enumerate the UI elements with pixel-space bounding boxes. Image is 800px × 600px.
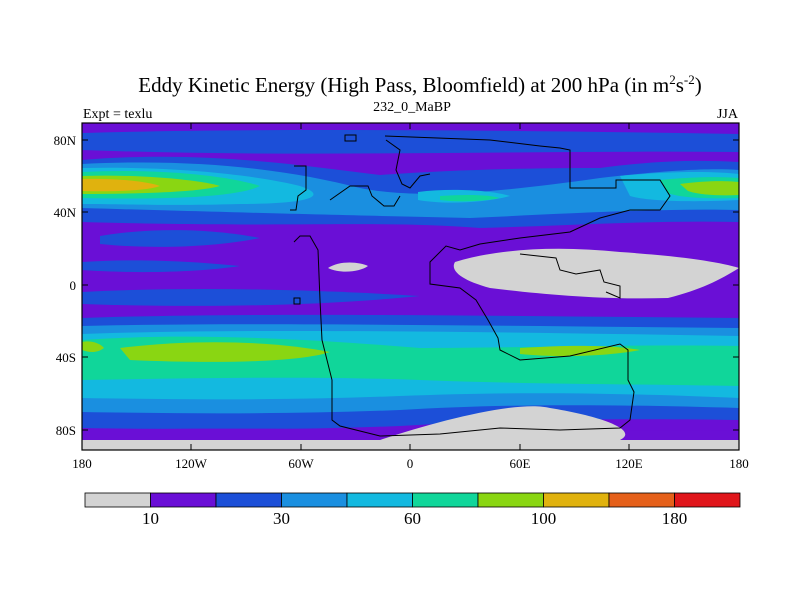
colorbar-label: 180 <box>662 509 688 528</box>
colorbar-label: 30 <box>273 509 290 528</box>
case-label: 232_0_MaBP <box>373 100 451 115</box>
colorbar-swatch <box>84 492 151 508</box>
lon-tick-label: 120W <box>175 456 208 471</box>
colorbar-swatch <box>346 492 413 508</box>
figure-title: Eddy Kinetic Energy (High Pass, Bloomfie… <box>138 72 702 97</box>
colorbar-swatch <box>215 492 282 508</box>
lat-tick-label: 40S <box>56 350 76 365</box>
colorbar-swatch <box>281 492 348 508</box>
experiment-label: Expt = texlu <box>83 107 152 122</box>
axis-ticks <box>81 123 740 450</box>
colorbar-label: 10 <box>142 509 159 528</box>
lat-tick-labels: 80N 40N 0 40S 80S <box>54 133 77 438</box>
colorbar-swatch <box>477 492 544 508</box>
eke-field <box>82 123 739 450</box>
colorbar-label: 60 <box>404 509 421 528</box>
colorbar-swatch <box>674 492 741 508</box>
colorbar-label: 100 <box>531 509 557 528</box>
colorbar: 10 30 60 100 180 <box>84 492 741 528</box>
coastline-outline <box>290 134 671 437</box>
lon-tick-label: 180 <box>72 456 92 471</box>
colorbar-swatch <box>543 492 610 508</box>
season-label: JJA <box>717 107 739 122</box>
colorbar-swatch <box>608 492 675 508</box>
colorbar-swatch <box>412 492 479 508</box>
lon-tick-label: 60W <box>288 456 314 471</box>
lat-tick-label: 80N <box>54 133 77 148</box>
lon-tick-labels: 180 120W 60W 0 60E 120E 180 <box>72 456 749 471</box>
lat-tick-label: 80S <box>56 423 76 438</box>
lat-tick-label: 40N <box>54 205 77 220</box>
lon-tick-label: 60E <box>510 456 531 471</box>
lon-tick-label: 120E <box>615 456 643 471</box>
colorbar-swatch <box>150 492 217 508</box>
lat-tick-label: 0 <box>70 278 77 293</box>
lon-tick-label: 180 <box>729 456 749 471</box>
lon-tick-label: 0 <box>407 456 414 471</box>
